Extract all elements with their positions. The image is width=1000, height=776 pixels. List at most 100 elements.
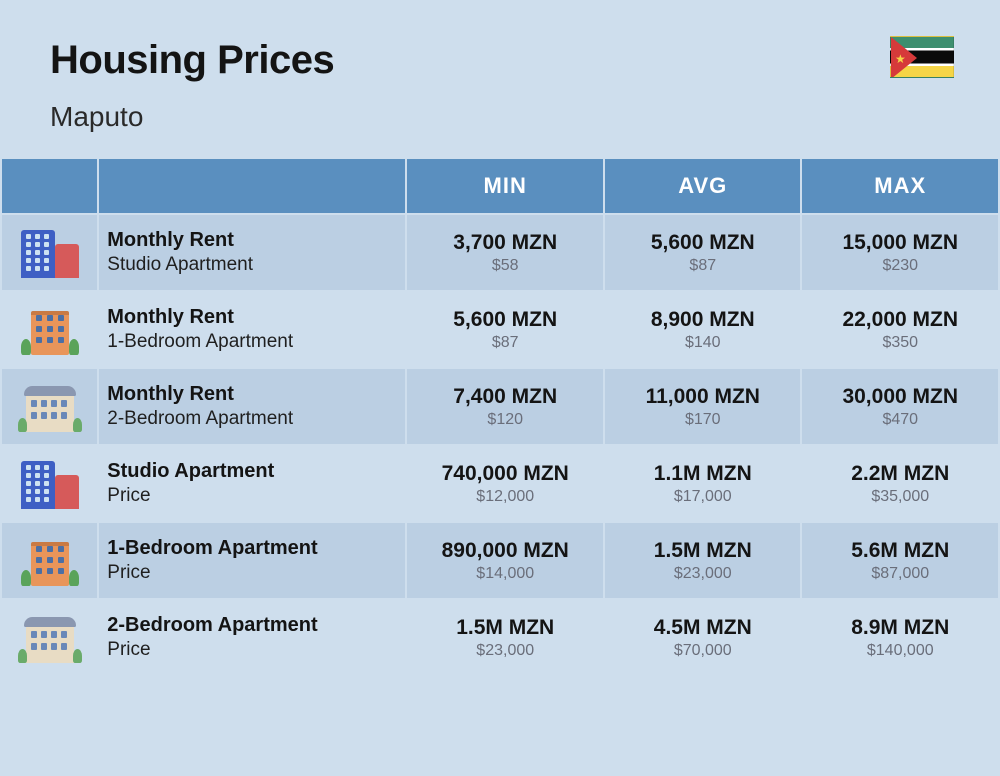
- row-max-cell: 15,000 MZN $230: [802, 215, 998, 290]
- price-sub: $87: [609, 257, 796, 275]
- price-main: 30,000 MZN: [806, 385, 994, 409]
- price-sub: $87,000: [806, 565, 994, 583]
- row-min-cell: 1.5M MZN $23,000: [407, 600, 603, 675]
- page-subtitle: Maputo: [50, 101, 950, 133]
- row-avg-cell: 8,900 MZN $140: [605, 292, 800, 367]
- price-sub: $140: [609, 334, 796, 352]
- price-main: 15,000 MZN: [806, 231, 994, 255]
- row-label-cell: Monthly Rent 2-Bedroom Apartment: [99, 369, 405, 444]
- row-icon-cell: [2, 523, 97, 598]
- row-subtitle: Price: [107, 485, 395, 507]
- row-avg-cell: 1.1M MZN $17,000: [605, 446, 800, 521]
- price-main: 740,000 MZN: [411, 462, 599, 486]
- price-sub: $120: [411, 411, 599, 429]
- row-avg-cell: 5,600 MZN $87: [605, 215, 800, 290]
- row-subtitle: Price: [107, 562, 395, 584]
- price-main: 2.2M MZN: [806, 462, 994, 486]
- row-title: Monthly Rent: [107, 229, 395, 252]
- price-main: 1.1M MZN: [609, 462, 796, 486]
- row-avg-cell: 4.5M MZN $70,000: [605, 600, 800, 675]
- table-row: 1-Bedroom Apartment Price 890,000 MZN $1…: [2, 523, 998, 598]
- table-header-row: MIN AVG MAX: [2, 159, 998, 213]
- header-max: MAX: [802, 159, 998, 213]
- row-subtitle: 1-Bedroom Apartment: [107, 331, 395, 353]
- price-sub: $17,000: [609, 488, 796, 506]
- price-sub: $35,000: [806, 488, 994, 506]
- table-row: Studio Apartment Price 740,000 MZN $12,0…: [2, 446, 998, 521]
- row-label-cell: 1-Bedroom Apartment Price: [99, 523, 405, 598]
- table-row: Monthly Rent 1-Bedroom Apartment 5,600 M…: [2, 292, 998, 367]
- price-main: 3,700 MZN: [411, 231, 599, 255]
- header-blank-icon: [2, 159, 97, 213]
- price-main: 7,400 MZN: [411, 385, 599, 409]
- table-row: Monthly Rent 2-Bedroom Apartment 7,400 M…: [2, 369, 998, 444]
- price-main: 1.5M MZN: [609, 539, 796, 563]
- table-row: Monthly Rent Studio Apartment 3,700 MZN …: [2, 215, 998, 290]
- row-title: Studio Apartment: [107, 460, 395, 483]
- building-2br-icon: [20, 613, 80, 663]
- row-icon-cell: [2, 369, 97, 444]
- header-avg: AVG: [605, 159, 800, 213]
- pricing-table: MIN AVG MAX Monthly Rent Studio Apartmen…: [0, 157, 1000, 677]
- price-main: 890,000 MZN: [411, 539, 599, 563]
- price-sub: $70,000: [609, 642, 796, 660]
- price-sub: $87: [411, 334, 599, 352]
- price-sub: $23,000: [609, 565, 796, 583]
- building-1br-icon: [21, 536, 79, 586]
- price-main: 4.5M MZN: [609, 616, 796, 640]
- price-main: 5.6M MZN: [806, 539, 994, 563]
- row-max-cell: 22,000 MZN $350: [802, 292, 998, 367]
- row-subtitle: 2-Bedroom Apartment: [107, 408, 395, 430]
- row-label-cell: Monthly Rent 1-Bedroom Apartment: [99, 292, 405, 367]
- price-sub: $470: [806, 411, 994, 429]
- row-avg-cell: 11,000 MZN $170: [605, 369, 800, 444]
- table-row: 2-Bedroom Apartment Price 1.5M MZN $23,0…: [2, 600, 998, 675]
- price-main: 8,900 MZN: [609, 308, 796, 332]
- page-title: Housing Prices: [50, 38, 950, 83]
- row-title: 1-Bedroom Apartment: [107, 537, 395, 560]
- price-main: 5,600 MZN: [609, 231, 796, 255]
- row-min-cell: 7,400 MZN $120: [407, 369, 603, 444]
- row-label-cell: 2-Bedroom Apartment Price: [99, 600, 405, 675]
- flag-icon: ★: [890, 36, 954, 78]
- price-sub: $23,000: [411, 642, 599, 660]
- row-title: Monthly Rent: [107, 383, 395, 406]
- row-avg-cell: 1.5M MZN $23,000: [605, 523, 800, 598]
- price-sub: $58: [411, 257, 599, 275]
- price-main: 11,000 MZN: [609, 385, 796, 409]
- building-1br-icon: [21, 305, 79, 355]
- building-studio-icon: [21, 459, 79, 509]
- row-title: 2-Bedroom Apartment: [107, 614, 395, 637]
- price-main: 22,000 MZN: [806, 308, 994, 332]
- building-2br-icon: [20, 382, 80, 432]
- price-main: 1.5M MZN: [411, 616, 599, 640]
- header-min: MIN: [407, 159, 603, 213]
- row-label-cell: Monthly Rent Studio Apartment: [99, 215, 405, 290]
- row-max-cell: 2.2M MZN $35,000: [802, 446, 998, 521]
- price-sub: $230: [806, 257, 994, 275]
- price-sub: $14,000: [411, 565, 599, 583]
- price-main: 8.9M MZN: [806, 616, 994, 640]
- row-min-cell: 3,700 MZN $58: [407, 215, 603, 290]
- row-icon-cell: [2, 215, 97, 290]
- price-sub: $350: [806, 334, 994, 352]
- row-max-cell: 5.6M MZN $87,000: [802, 523, 998, 598]
- row-min-cell: 740,000 MZN $12,000: [407, 446, 603, 521]
- row-subtitle: Studio Apartment: [107, 254, 395, 276]
- row-icon-cell: [2, 292, 97, 367]
- price-sub: $140,000: [806, 642, 994, 660]
- price-sub: $170: [609, 411, 796, 429]
- row-label-cell: Studio Apartment Price: [99, 446, 405, 521]
- row-min-cell: 890,000 MZN $14,000: [407, 523, 603, 598]
- row-icon-cell: [2, 446, 97, 521]
- price-sub: $12,000: [411, 488, 599, 506]
- building-studio-icon: [21, 228, 79, 278]
- row-max-cell: 30,000 MZN $470: [802, 369, 998, 444]
- header-blank-label: [99, 159, 405, 213]
- row-min-cell: 5,600 MZN $87: [407, 292, 603, 367]
- row-title: Monthly Rent: [107, 306, 395, 329]
- row-icon-cell: [2, 600, 97, 675]
- row-subtitle: Price: [107, 639, 395, 661]
- price-main: 5,600 MZN: [411, 308, 599, 332]
- row-max-cell: 8.9M MZN $140,000: [802, 600, 998, 675]
